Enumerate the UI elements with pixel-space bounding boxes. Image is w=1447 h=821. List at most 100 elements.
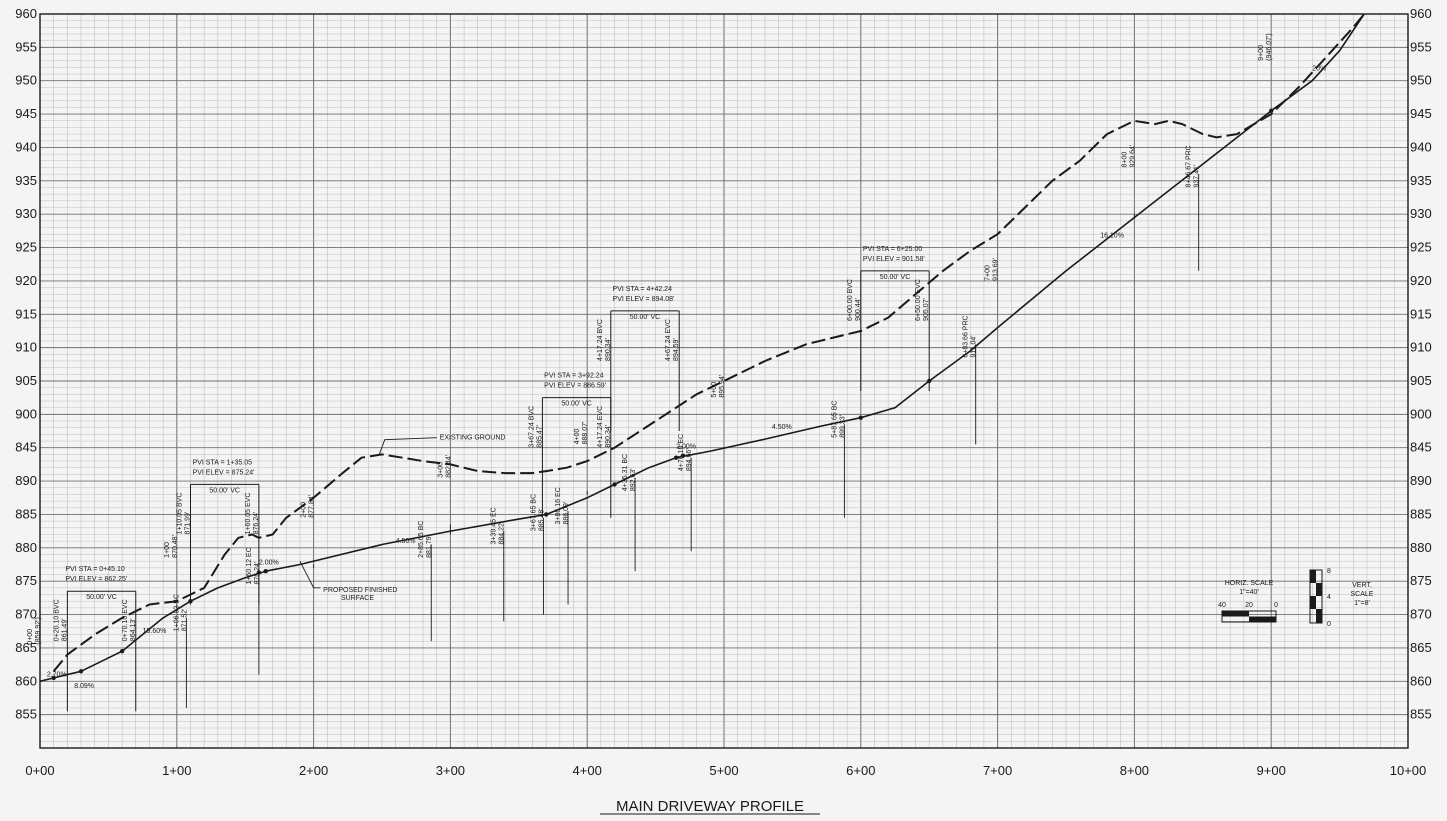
y-tick-label-right: 950 [1410, 73, 1432, 88]
curve-point-elevation: 892.63' [630, 468, 637, 491]
grade-label: 8.09% [74, 683, 94, 690]
pvi-evc-elevation: 894.59' [673, 338, 680, 361]
grade-point-marker [927, 378, 932, 384]
station-label: 1+00 [164, 542, 171, 558]
x-tick-label: 5+00 [709, 763, 738, 778]
y-tick-label-left: 955 [15, 39, 37, 54]
pvi-bvc-elevation: 861.49' [61, 618, 68, 641]
y-axis-right: 960 955 950 945 940 935 930 925 920 915 910 905 900 8… [1410, 6, 1432, 722]
grade-point-marker [188, 599, 193, 604]
y-tick-label-right: 930 [1410, 206, 1432, 221]
y-tick-label-right: 905 [1410, 373, 1432, 388]
pvi-evc-label: 1+60.05 EVC [245, 493, 252, 535]
y-axis-left: 960 955 950 945 940 935 930 925 920 915 910 905 900 8… [15, 6, 37, 722]
series-lines [39, 13, 1365, 683]
y-tick-label-right: 875 [1410, 573, 1432, 588]
grade-label: 4.50% [396, 538, 416, 545]
y-tick-label-left: 925 [15, 240, 37, 255]
y-tick-label-left: 950 [15, 73, 37, 88]
y-tick-label-left: 900 [15, 406, 37, 421]
y-tick-label-right: 915 [1410, 306, 1432, 321]
proposed-surface-leader [299, 560, 321, 589]
grade-point-marker [612, 482, 617, 487]
grade-label: 2.70% [47, 672, 67, 679]
curve-point-label: 4+35.31 BC [622, 454, 629, 491]
y-tick-label-left: 880 [15, 540, 37, 555]
pvi-vertical-curve-label: 50.00' VC [561, 401, 592, 408]
grade-label: 4.50% [772, 424, 792, 431]
y-tick-label-right: 855 [1410, 707, 1432, 722]
y-tick-label-left: 905 [15, 373, 37, 388]
existing-ground-leader [378, 437, 437, 455]
curve-point-elevation: 886.09' [563, 502, 570, 525]
pvi-evc-elevation: 864.13' [130, 618, 137, 641]
pvi-evc-elevation: 890.34' [605, 425, 612, 448]
vert-scale-tick-4: 4 [1327, 594, 1331, 601]
station-label: 8+00 [1121, 152, 1128, 168]
curve-point-label: 6+83.66 PRC [963, 315, 970, 357]
grade-label: 15.60% [143, 628, 167, 635]
y-tick-label-right: 845 [1410, 440, 1432, 455]
horiz-scale-bar-block [1222, 611, 1249, 617]
curve-point-label: 3+86.16 EC [555, 487, 562, 524]
y-tick-label-left: 930 [15, 206, 37, 221]
station-label: 0+00 [27, 629, 34, 645]
y-tick-label-left: 855 [15, 707, 37, 722]
x-tick-label: 4+00 [573, 763, 602, 778]
y-tick-label-right: 945 [1410, 106, 1432, 121]
grade-label: 2.00% [259, 560, 279, 567]
y-tick-label-left: 910 [15, 340, 37, 355]
grade-point-marker [858, 415, 863, 420]
curve-point-elevation: 885.48' [538, 508, 545, 531]
station-elevation: 895.94' [719, 375, 726, 398]
station-elevation: (859.92') [35, 617, 42, 644]
pvi-bvc-label: 3+67.24 BVC [528, 406, 535, 448]
grade-label: 16.10% [1100, 233, 1124, 240]
y-tick-label-left: 935 [15, 173, 37, 188]
pvi-elevation-label: PVI ELEV = 901.58' [863, 256, 925, 263]
y-tick-label-right: 890 [1410, 473, 1432, 488]
station-label: 7+00 [985, 265, 992, 281]
y-tick-label-left: 960 [15, 6, 37, 21]
pvi-station-label: PVI STA = 4+42.24 [613, 286, 673, 293]
x-tick-label: 1+00 [162, 763, 191, 778]
y-tick-label-right: 940 [1410, 139, 1432, 154]
pvi-evc-label: 0+70.10 EVC [122, 599, 129, 641]
curve-point-elevation: 884.22' [499, 522, 506, 545]
x-tick-label: 6+00 [846, 763, 875, 778]
grade-point-marker [680, 453, 686, 458]
x-tick-label: 0+00 [25, 763, 54, 778]
pvi-elevation-label: PVI ELEV = 894.08' [613, 296, 675, 303]
existing-ground-callout: EXISTING GROUND [440, 435, 506, 442]
pvi-evc-label: 6+50.00 EVC [915, 279, 922, 321]
y-tick-label-left: 885 [15, 506, 37, 521]
series-proposed-surface [39, 13, 1365, 683]
pvi-evc-label: 4+67.24 EVC [665, 319, 672, 361]
x-tick-label: 9+00 [1257, 763, 1286, 778]
proposed-surface-callout: PROPOSED FINISHED [323, 587, 397, 594]
station-elevation: 913.69' [993, 258, 1000, 281]
y-tick-label-right: 880 [1410, 540, 1432, 555]
scale-legend: HORIZ. SCALE 1"=40' 40 20 0 8 4 0 VERT. … [1218, 568, 1374, 628]
horiz-scale-title: HORIZ. SCALE [1225, 580, 1274, 587]
pvi-bvc-label: 6+00.00 BVC [847, 279, 854, 321]
y-tick-label-left: 845 [15, 440, 37, 455]
profile-title: MAIN DRIVEWAY PROFILE [616, 798, 804, 815]
pvi-station-label: PVI STA = 6+25.00 [863, 246, 923, 253]
pvi-evc-label: 4+17.24 EVC [597, 406, 604, 448]
station-elevation: 870.48' [172, 535, 179, 558]
y-tick-label-right: 920 [1410, 273, 1432, 288]
pvi-vertical-curve-label: 50.00' VC [86, 594, 117, 601]
y-tick-label-left: 890 [15, 473, 37, 488]
y-tick-label-right: 935 [1410, 173, 1432, 188]
curve-point-label: 2+85.65 BC [418, 521, 425, 558]
horiz-scale-value: 1"=40' [1239, 589, 1259, 596]
curve-point-label: 3+39.45 EC [491, 507, 498, 544]
station-label: 9+00 [1258, 45, 1265, 61]
grade-point-marker [78, 669, 84, 674]
vert-scale-title-2: SCALE [1351, 591, 1374, 598]
proposed-surface-callout-2: SURFACE [341, 595, 374, 602]
pvi-vertical-curve-label: 50.00' VC [209, 487, 240, 494]
curve-point-label: 5+87.65 BC [831, 401, 838, 438]
y-tick-label-right: 900 [1410, 406, 1432, 421]
